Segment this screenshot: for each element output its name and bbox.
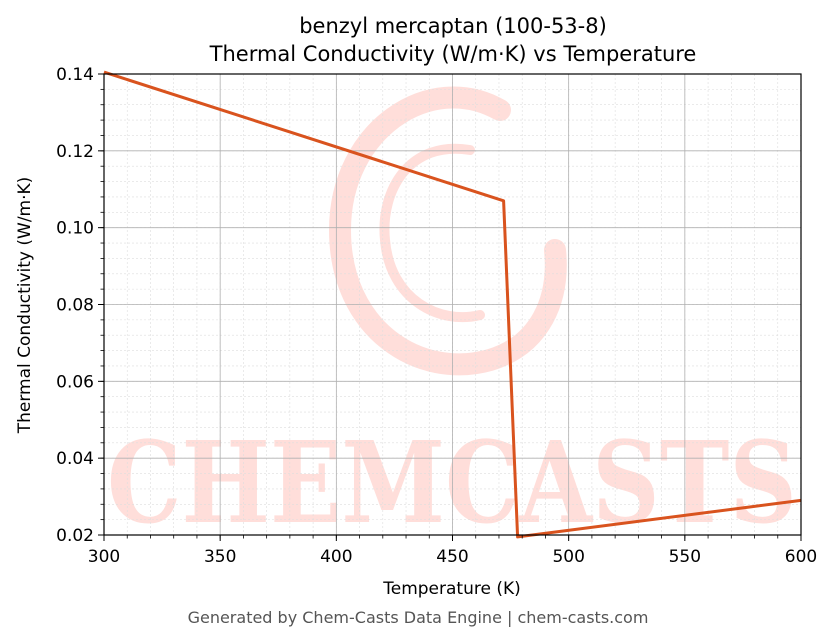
x-tick-label: 500 xyxy=(552,547,584,567)
x-tick-label: 550 xyxy=(669,547,701,567)
y-axis-label: Thermal Conductivity (W/m·K) xyxy=(15,177,35,435)
series-layer xyxy=(103,70,802,539)
x-tick-label: 350 xyxy=(204,547,236,567)
y-tick-label: 0.04 xyxy=(56,449,94,469)
y-tick-label: 0.10 xyxy=(56,219,94,239)
major-grid xyxy=(104,74,801,535)
x-tick-label: 600 xyxy=(785,547,817,567)
series-line xyxy=(103,70,802,539)
watermark-swirl-inner xyxy=(379,143,485,323)
axis-ticks xyxy=(98,73,802,541)
y-tick-labels: 0.02 0.04 0.06 0.08 0.10 0.12 0.14 xyxy=(56,65,94,546)
x-tick-label: 450 xyxy=(436,547,468,567)
x-tick-label: 300 xyxy=(88,547,120,567)
watermark-swirl xyxy=(328,86,567,376)
watermark-logo: CHEMCASTS xyxy=(107,86,797,549)
x-tick-labels: 300 350 400 450 500 550 600 xyxy=(88,547,817,567)
x-tick-label: 400 xyxy=(320,547,352,567)
chart-title-line-1: benzyl mercaptan (100-53-8) xyxy=(299,14,607,38)
y-tick-label: 0.02 xyxy=(56,526,94,546)
chart-title-line-2: Thermal Conductivity (W/m·K) vs Temperat… xyxy=(209,42,697,66)
y-tick-label: 0.08 xyxy=(56,296,94,316)
y-tick-label: 0.12 xyxy=(56,142,94,162)
y-tick-label: 0.14 xyxy=(56,65,94,85)
footer-credit: Generated by Chem-Casts Data Engine | ch… xyxy=(187,608,649,627)
watermark-text: CHEMCASTS xyxy=(107,418,797,549)
x-axis-label: Temperature (K) xyxy=(382,579,521,599)
y-tick-label: 0.06 xyxy=(56,372,94,392)
